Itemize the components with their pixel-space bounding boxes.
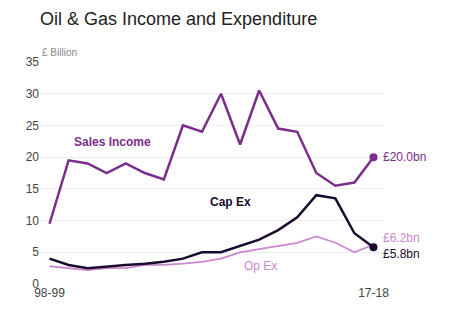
svg-text:98-99: 98-99 — [34, 286, 65, 300]
svg-text:10: 10 — [26, 214, 40, 228]
svg-text:25: 25 — [26, 119, 40, 133]
svg-text:Sales Income: Sales Income — [74, 135, 151, 149]
svg-text:30: 30 — [26, 87, 40, 101]
svg-text:35: 35 — [26, 55, 40, 69]
svg-text:20: 20 — [26, 150, 40, 164]
svg-text:£ Billion: £ Billion — [42, 47, 77, 58]
svg-text:£6.2bn: £6.2bn — [383, 231, 420, 245]
svg-text:Oil & Gas Income and Expenditu: Oil & Gas Income and Expenditure — [40, 9, 317, 29]
svg-text:Cap Ex: Cap Ex — [210, 195, 251, 209]
svg-text:£5.8bn: £5.8bn — [383, 247, 420, 261]
svg-text:15: 15 — [26, 182, 40, 196]
svg-text:5: 5 — [32, 245, 39, 259]
svg-text:0: 0 — [32, 277, 39, 291]
svg-text:17-18: 17-18 — [358, 286, 389, 300]
svg-text:Op Ex: Op Ex — [244, 259, 277, 273]
svg-text:£20.0bn: £20.0bn — [383, 150, 426, 164]
